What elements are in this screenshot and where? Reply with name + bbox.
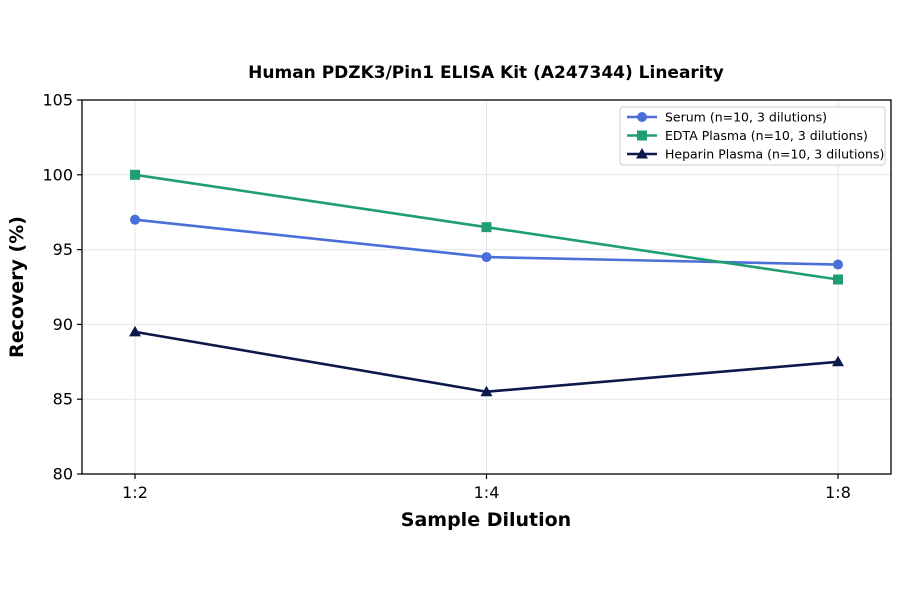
data-point	[481, 222, 492, 233]
data-point	[481, 252, 492, 263]
legend: Serum (n=10, 3 dilutions) EDTA Plasma (n=…	[619, 106, 886, 166]
legend-label: Serum (n=10, 3 dilutions)	[665, 110, 827, 125]
y-tick-label: 85	[53, 390, 73, 409]
data-point	[480, 385, 493, 397]
series	[129, 325, 844, 397]
data-point	[637, 130, 647, 141]
data-point	[130, 169, 140, 180]
legend-label: Heparin Plasma (n=10, 3 dilutions)	[665, 147, 884, 162]
x-tick-label: 1:4	[474, 483, 500, 502]
x-tick-label: 1:2	[122, 483, 148, 502]
legend-entry: Serum (n=10, 3 dilutions)	[627, 110, 827, 125]
data-point	[637, 112, 647, 122]
y-axis-label: Recovery (%)	[6, 216, 28, 358]
data-point	[832, 355, 844, 367]
y-tick-label: 80	[53, 465, 73, 484]
data-point	[129, 325, 141, 337]
y-tick-label: 100	[42, 165, 73, 184]
x-tick-label: 1:8	[825, 483, 851, 502]
legend-label: EDTA Plasma (n=10, 3 dilutions)	[665, 128, 868, 143]
legend-entry: EDTA Plasma (n=10, 3 dilutions)	[627, 128, 868, 143]
legend-entry: Heparin Plasma (n=10, 3 dilutions)	[627, 147, 884, 162]
y-tick-label: 105	[42, 91, 73, 110]
series-layer	[129, 169, 844, 397]
data-point	[833, 274, 843, 285]
y-tick-label: 90	[53, 315, 73, 334]
y-tick-label: 95	[53, 240, 73, 259]
legend-box	[619, 106, 886, 166]
chart-title: Human PDZK3/Pin1 ELISA Kit (A247344) Lin…	[248, 63, 724, 83]
data-point	[833, 259, 843, 270]
data-point	[130, 214, 140, 225]
axis-ticks: 80 85 90 95 100 105 1:2 1:4 1:8	[42, 91, 850, 503]
x-axis-label: Sample Dilution	[401, 509, 571, 531]
data-point	[636, 148, 648, 159]
series	[130, 169, 843, 285]
